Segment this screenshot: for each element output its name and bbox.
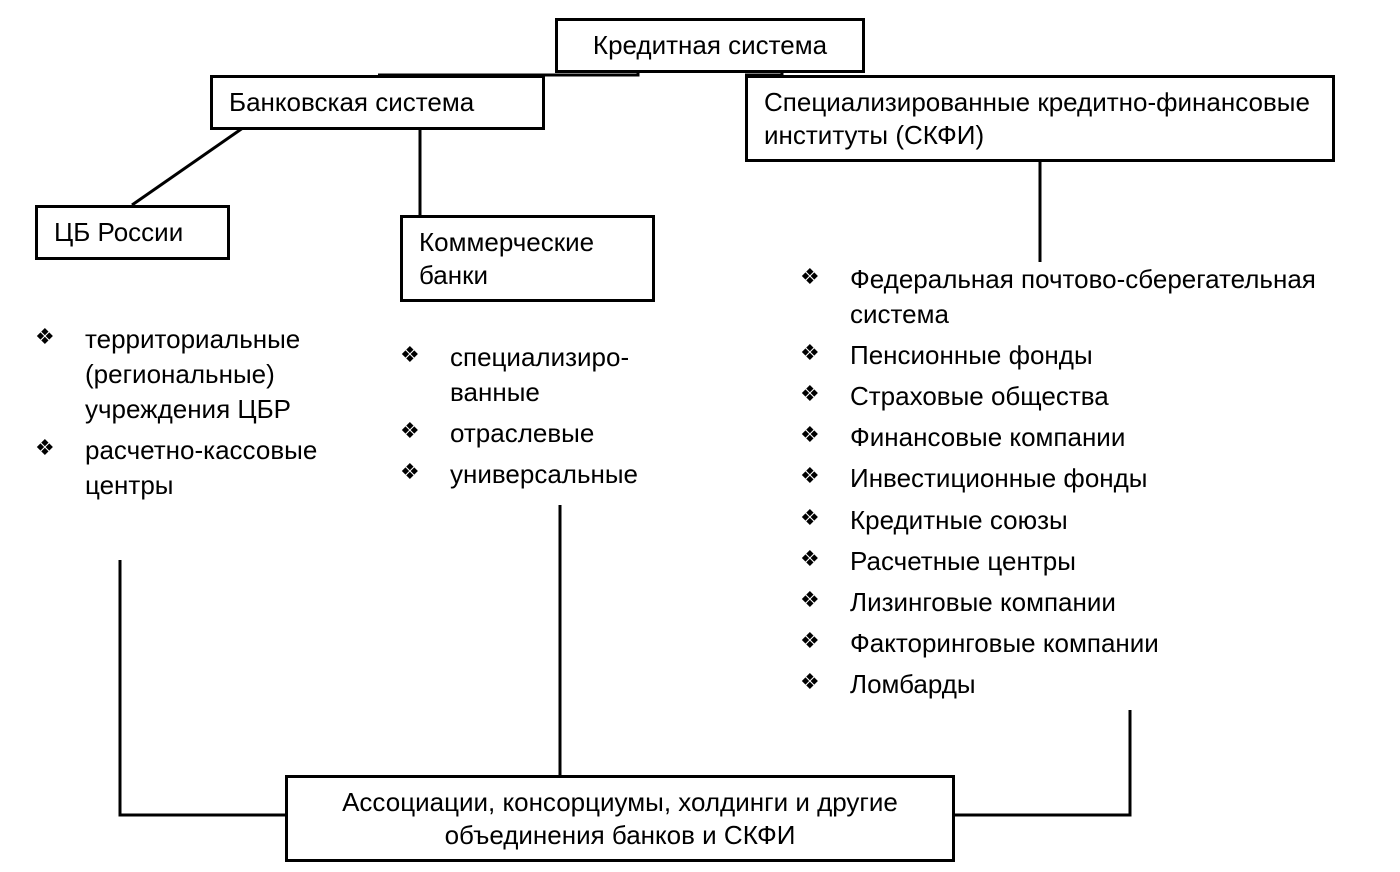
list-item: ❖специализиро­ванные	[400, 340, 710, 410]
node-commercial: Коммерческие банки	[400, 215, 655, 302]
list-item-label: Финансовые компании	[850, 420, 1340, 455]
diamond-bullet-icon: ❖	[800, 626, 850, 657]
node-skfi-label: Специализированные кредитно-финансовые и…	[764, 87, 1310, 150]
list-item-label: Факторинговые компании	[850, 626, 1340, 661]
list-item-label: Расчетные центры	[850, 544, 1340, 579]
edge	[955, 710, 1130, 815]
diamond-bullet-icon: ❖	[800, 338, 850, 369]
list-item-label: расчетно-кассовые центры	[85, 433, 370, 503]
diamond-bullet-icon: ❖	[800, 379, 850, 410]
list-item: ❖Финансовые компании	[800, 420, 1340, 455]
diamond-bullet-icon: ❖	[35, 433, 85, 464]
list-item-label: универсальные	[450, 457, 710, 492]
list-item-label: территориальные (региональные) учреждени…	[85, 322, 370, 427]
list-item: ❖территориальные (региональные) учрежден…	[35, 322, 370, 427]
list-item: ❖Кредитные союзы	[800, 503, 1340, 538]
diamond-bullet-icon: ❖	[800, 585, 850, 616]
list-item-label: Лизинговые компании	[850, 585, 1340, 620]
list-commercial: ❖специализиро­ванные❖отраслевые❖универса…	[400, 340, 710, 498]
diamond-bullet-icon: ❖	[800, 544, 850, 575]
list-item-label: Пенсионные фонды	[850, 338, 1340, 373]
diamond-bullet-icon: ❖	[800, 420, 850, 451]
diamond-bullet-icon: ❖	[400, 457, 450, 488]
diamond-bullet-icon: ❖	[400, 340, 450, 371]
list-item: ❖Расчетные центры	[800, 544, 1340, 579]
node-cbr: ЦБ России	[35, 205, 230, 260]
list-item: ❖Лизинговые компании	[800, 585, 1340, 620]
list-item: ❖отраслевые	[400, 416, 710, 451]
list-item: ❖Ломбарды	[800, 667, 1340, 702]
edge	[132, 123, 250, 205]
list-skfi: ❖Федеральная почтово-сберегательная сист…	[800, 262, 1340, 708]
list-item-label: Страховые общества	[850, 379, 1340, 414]
diamond-bullet-icon: ❖	[800, 262, 850, 293]
diamond-bullet-icon: ❖	[800, 461, 850, 492]
list-item: ❖Федеральная почтово-сберегательная сист…	[800, 262, 1340, 332]
list-item: ❖Инвестиционные фонды	[800, 461, 1340, 496]
node-commercial-label: Коммерческие банки	[419, 227, 594, 290]
diamond-bullet-icon: ❖	[400, 416, 450, 447]
list-item-label: специализиро­ванные	[450, 340, 710, 410]
node-cbr-label: ЦБ России	[54, 217, 183, 247]
node-assoc: Ассоциации, консорциумы, холдинги и друг…	[285, 775, 955, 862]
node-banking: Банковская система	[210, 75, 545, 130]
diamond-bullet-icon: ❖	[35, 322, 85, 353]
edge	[120, 560, 285, 815]
list-item-label: Ломбарды	[850, 667, 1340, 702]
node-banking-label: Банковская система	[229, 87, 474, 117]
list-item-label: Инвестиционные фонды	[850, 461, 1340, 496]
node-root: Кредитная система	[555, 18, 865, 73]
list-item-label: отраслевые	[450, 416, 710, 451]
list-item: ❖Пенсионные фонды	[800, 338, 1340, 373]
list-item-label: Федеральная почтово-сберегательная систе…	[850, 262, 1340, 332]
list-cbr: ❖территориальные (региональные) учрежден…	[35, 322, 370, 509]
node-assoc-label: Ассоциации, консорциумы, холдинги и друг…	[342, 787, 898, 850]
list-item: ❖Страховые общества	[800, 379, 1340, 414]
diamond-bullet-icon: ❖	[800, 503, 850, 534]
list-item: ❖расчетно-кассовые центры	[35, 433, 370, 503]
node-skfi: Специализированные кредитно-финансовые и…	[745, 75, 1335, 162]
list-item: ❖Факторинговые компании	[800, 626, 1340, 661]
diagram-canvas: Кредитная система Банковская система Спе…	[0, 0, 1400, 872]
list-item: ❖универсальные	[400, 457, 710, 492]
diamond-bullet-icon: ❖	[800, 667, 850, 698]
node-root-label: Кредитная система	[593, 30, 827, 60]
list-item-label: Кредитные союзы	[850, 503, 1340, 538]
